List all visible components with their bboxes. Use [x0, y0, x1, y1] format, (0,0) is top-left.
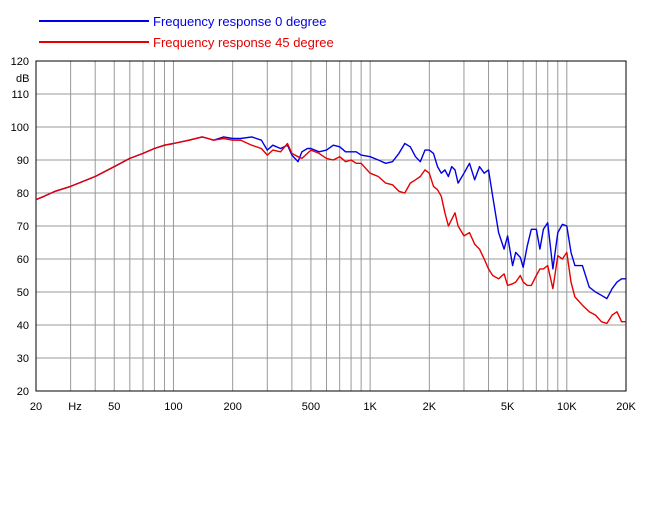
- x-tick-label: 1K: [363, 401, 377, 413]
- x-tick-label: 20: [30, 401, 42, 413]
- x-tick-label: 500: [302, 401, 320, 413]
- series-line-0: [36, 136, 626, 300]
- x-tick-label: 5K: [501, 401, 515, 413]
- y-tick-label: 60: [17, 254, 29, 266]
- y-tick-label: 120: [11, 56, 29, 68]
- y-tick-label: 110: [11, 89, 29, 101]
- legend-label-1: Frequency response 45 degree: [153, 35, 334, 50]
- x-axis-ticks: 20 50 100 200 500 1K 2K 5K 10K 20K: [30, 401, 637, 413]
- series-layer: [36, 136, 626, 325]
- x-tick-label: 10K: [557, 401, 577, 413]
- chart-grid: [35, 60, 627, 392]
- x-tick-label: 20K: [616, 401, 636, 413]
- y-tick-label: 40: [17, 320, 29, 332]
- y-tick-label: 90: [17, 155, 29, 167]
- x-tick-label: 50: [108, 401, 120, 413]
- y-tick-label: 20: [17, 386, 29, 398]
- y-tick-label: 80: [17, 188, 29, 200]
- series-line-1: [36, 136, 626, 325]
- legend-label-0: Frequency response 0 degree: [153, 14, 326, 29]
- x-axis-unit-label: Hz: [68, 401, 81, 413]
- y-axis-ticks: 20 30 40 50 60 70 80 90 100 110 120: [11, 56, 29, 398]
- y-tick-label: 70: [17, 221, 29, 233]
- x-tick-label: 2K: [423, 401, 437, 413]
- y-tick-label: 50: [17, 287, 29, 299]
- y-axis-label: dB: [16, 73, 29, 85]
- chart-legend: Frequency response 0 degree Frequency res…: [39, 14, 334, 50]
- x-tick-label: 200: [223, 401, 241, 413]
- y-tick-label: 30: [17, 353, 29, 365]
- x-tick-label: 100: [164, 401, 182, 413]
- y-tick-label: 100: [11, 122, 29, 134]
- plot-frame: [35, 60, 627, 392]
